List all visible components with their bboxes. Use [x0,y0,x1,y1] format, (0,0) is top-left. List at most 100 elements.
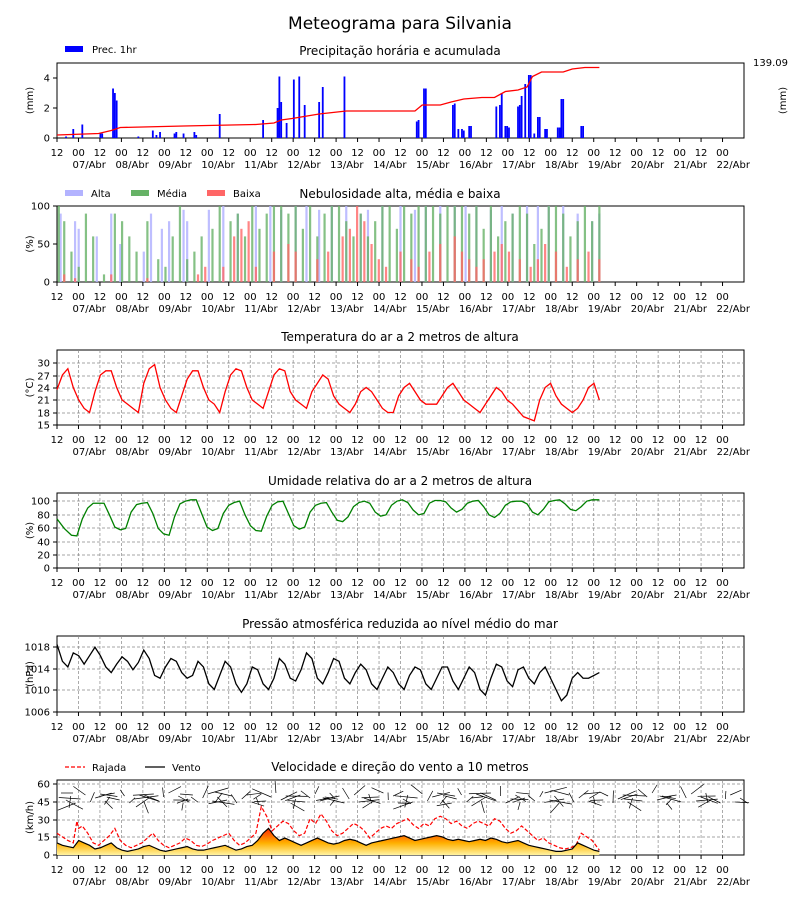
wind-direction-arrow [568,792,575,803]
pressure-xtick-label: 00 [673,722,686,733]
pressure-ylabel: (hPa) [25,661,36,687]
temperature-xtick-label: 00 [587,435,600,446]
pressure-xtick-label: 00 [201,722,214,733]
precip-bar [468,126,471,138]
wind-direction-arrow [690,784,704,795]
precip-date-label: 22/Abr [717,160,751,171]
precip-bar [560,99,563,138]
humidity-xtick-label: 12 [437,578,450,589]
cloud-bar-baixa [598,259,601,282]
panel-pressure: Pressão atmosférica reduzida ao nível mé… [25,617,751,745]
wind-direction-arrow [214,792,223,804]
precip-bar [72,129,75,138]
precip-bar [524,84,527,138]
clouds-date-label: 19/Abr [588,304,622,315]
cloud-bar-média [265,213,268,282]
clouds-xtick-label: 12 [609,292,622,303]
cloud-bar-baixa [587,251,590,282]
wind-direction-arrow [680,786,687,799]
pressure-date-label: 10/Abr [201,734,235,745]
precip-xtick-label: 12 [652,148,665,159]
cloud-bar-média [417,206,420,282]
wind-direction-arrow [551,789,570,796]
wind-direction-arrow [622,794,646,797]
pressure-date-label: 14/Abr [373,734,407,745]
humidity-date-label: 22/Abr [717,590,751,601]
cloud-bar-baixa [110,274,113,282]
cloud-bar-baixa [554,251,558,282]
wind-date-label: 13/Abr [330,877,364,888]
pressure-date-label: 07/Abr [73,734,107,745]
humidity-xtick-label: 00 [716,578,729,589]
cloud-bar-média [57,206,60,282]
wind-direction-arrow [290,802,305,812]
cloud-bar-alta [254,206,257,282]
cloud-bar-média [446,206,449,282]
cloud-bar-baixa [475,266,478,282]
wind-xtick-label: 12 [265,865,278,876]
cloud-bar-média [518,206,521,282]
precip-date-label: 17/Abr [502,160,536,171]
cloud-bar-média [482,228,485,282]
clouds-xtick-label: 12 [51,292,64,303]
temperature-date-label: 19/Abr [588,447,622,458]
cloud-bar-média [200,236,203,282]
clouds-xtick-label: 00 [287,292,300,303]
pressure-xtick-label: 00 [330,722,343,733]
precip-bar [276,108,279,138]
panel-clouds: Nebulosidade alta, média e baixa 0 50 100 (%… [25,187,751,315]
precip-xtick-label: 00 [287,148,300,159]
humidity-xtick-label: 00 [544,578,557,589]
wind-direction-arrow [696,798,718,802]
precip-bar [318,102,321,138]
cloud-bar-média [229,221,232,282]
cloud-bar-média [272,206,276,282]
pressure-xtick-label: 12 [437,722,450,733]
cloud-bar-baixa [377,259,380,282]
precip-bar [262,120,265,138]
temperature-xtick-label: 00 [459,435,472,446]
precip-date-label: 20/Abr [631,160,665,171]
precip-bar [81,124,84,138]
precip-bar [303,105,306,138]
precip-xtick-label: 12 [523,148,536,159]
cloud-bar-média [146,221,149,282]
legend-label-cloud: Média [157,188,187,200]
clouds-xtick-label: 12 [179,292,192,303]
precip-date-label: 07/Abr [73,160,107,171]
clouds-xtick-label: 00 [716,292,729,303]
wind-xtick-label: 12 [566,865,579,876]
wind-direction-arrow [437,792,456,797]
clouds-ytick-label: 0 [44,278,50,289]
cloud-bar-média [569,236,572,282]
precip-bar [175,132,178,138]
precip-bar [298,76,301,138]
wind-direction-arrow [181,802,184,811]
wind-direction-arrow [322,797,345,804]
precip-xtick-label: 12 [437,148,450,159]
precip-xtick-label: 12 [137,148,150,159]
cloud-bar-baixa [316,259,319,282]
temperature-xtick-label: 12 [222,435,235,446]
humidity-xtick-label: 12 [652,578,665,589]
temperature-xtick-label: 12 [137,435,150,446]
precip-xtick-label: 12 [308,148,321,159]
precip-bar [115,100,118,138]
precip-date-label: 19/Abr [588,160,622,171]
precip-bar [556,127,559,138]
precip-xtick-label: 12 [51,148,64,159]
pressure-ytick-label: 1006 [25,708,50,719]
wind-direction-arrow [394,795,418,799]
cloud-bar-média [251,206,254,282]
precip-xtick-label: 00 [201,148,214,159]
wind-ytick-label: 0 [44,851,50,862]
wind-direction-arrow [217,796,228,808]
cloud-bar-baixa [536,259,539,282]
wind-ylabel: (km/h) [25,801,36,834]
precip-xtick-label: 00 [673,148,686,159]
pressure-xtick-label: 12 [222,722,235,733]
clouds-date-label: 10/Abr [201,304,235,315]
pressure-xtick-label: 12 [609,722,622,733]
pressure-date-label: 21/Abr [674,734,708,745]
cloud-bar-média [511,213,514,282]
